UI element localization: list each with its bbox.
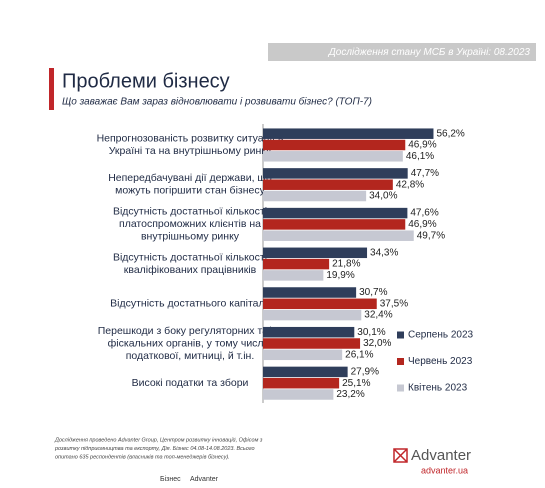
bar	[263, 207, 408, 219]
bar	[263, 309, 362, 321]
category-label: Непередбачувані дії держави, що	[108, 172, 272, 184]
value-label: 19,9%	[326, 270, 354, 281]
footer-logo: Бізнес	[160, 475, 181, 483]
value-label: 46,9%	[408, 140, 436, 151]
legend-label: Серпень 2023	[408, 330, 474, 341]
value-label: 21,8%	[332, 259, 360, 270]
logo-icon	[393, 448, 408, 463]
legend-swatch	[397, 384, 404, 392]
header-band	[268, 43, 536, 61]
logo-icon	[393, 448, 408, 463]
title-accent	[49, 68, 54, 110]
bar	[263, 258, 330, 270]
bar	[263, 349, 343, 361]
bar	[263, 219, 406, 230]
bar	[263, 230, 414, 241]
category-label: Високі податки та збори	[132, 377, 249, 389]
bar	[263, 168, 408, 179]
bar	[263, 128, 434, 139]
category-label: Україні та на внутрішньому ринку	[109, 145, 272, 157]
category-label: Відсутність достатньої кількості	[113, 206, 267, 218]
bar	[263, 377, 340, 389]
legend-label: Квітень 2023	[408, 383, 468, 394]
bar	[263, 326, 355, 338]
bar	[263, 151, 403, 162]
header: Дослідження стану МСБ в Україні: 08.2023	[328, 47, 531, 58]
source-note: Дослідження проведено Advanter Group, Це…	[54, 436, 263, 443]
footer-logo: Advanter	[190, 476, 219, 483]
bar	[263, 139, 406, 151]
bar	[263, 247, 368, 259]
category-label: Відсутність достатньої кількості	[113, 252, 267, 264]
value-label: 56,2%	[436, 128, 464, 139]
bar	[263, 190, 367, 202]
value-label: 26,1%	[345, 349, 373, 360]
bar	[263, 179, 393, 190]
bar	[263, 287, 357, 298]
value-label: 34,0%	[369, 191, 397, 202]
value-label: 34,3%	[370, 247, 398, 258]
category-label: кваліфікованих працівників	[124, 264, 257, 276]
category-label: внутрішньому ринку	[141, 231, 240, 243]
value-label: 46,9%	[408, 219, 436, 230]
category-label: фіскальних органів, у тому числі -	[108, 337, 273, 349]
brand: Advanter	[411, 447, 471, 464]
value-label: 25,1%	[342, 378, 370, 389]
bar	[263, 389, 334, 400]
bar	[263, 298, 377, 310]
brand-url: advanter.ua	[421, 465, 468, 475]
value-label: 23,2%	[336, 389, 364, 400]
value-label: 49,7%	[417, 230, 445, 241]
legend-swatch	[397, 331, 404, 339]
brand-logo: Advanter advanter.ua	[393, 447, 471, 475]
value-label: 30,1%	[357, 327, 385, 338]
value-label: 30,7%	[359, 287, 387, 298]
category-label: Непрогнозованість розвитку ситуації в	[97, 133, 284, 145]
category-label: платоспроможних клієнтів на	[119, 218, 261, 230]
category-label: можуть погіршити стан бізнесу	[115, 185, 265, 197]
bar	[263, 270, 324, 281]
category-label: податкової, митниці, й т.ін.	[126, 350, 255, 362]
source-note: опитано 635 респондентів (власників та т…	[55, 454, 230, 460]
value-label: 46,1%	[406, 151, 434, 162]
chart-title: Проблеми бізнесу	[62, 70, 230, 92]
value-label: 27,9%	[351, 367, 379, 378]
category-label: Відсутність достатнього капіталу	[110, 298, 270, 310]
value-label: 32,4%	[364, 310, 392, 321]
value-label: 47,6%	[410, 208, 438, 219]
category-label: Перешкоди з боку регуляторних та/чи	[98, 325, 283, 337]
legend-swatch	[397, 358, 404, 365]
chart-subtitle: Що заважає Вам зараз відновлювати і розв…	[62, 96, 372, 108]
value-label: 32,0%	[363, 338, 391, 349]
legend-label: Червень 2023	[408, 356, 473, 367]
bar	[263, 338, 361, 349]
value-label: 47,7%	[411, 168, 439, 179]
bar	[263, 366, 348, 378]
value-label: 42,8%	[396, 179, 424, 190]
source-note: розвитку підприємництва та експорту, Дія…	[54, 446, 255, 452]
value-label: 37,5%	[380, 298, 408, 309]
